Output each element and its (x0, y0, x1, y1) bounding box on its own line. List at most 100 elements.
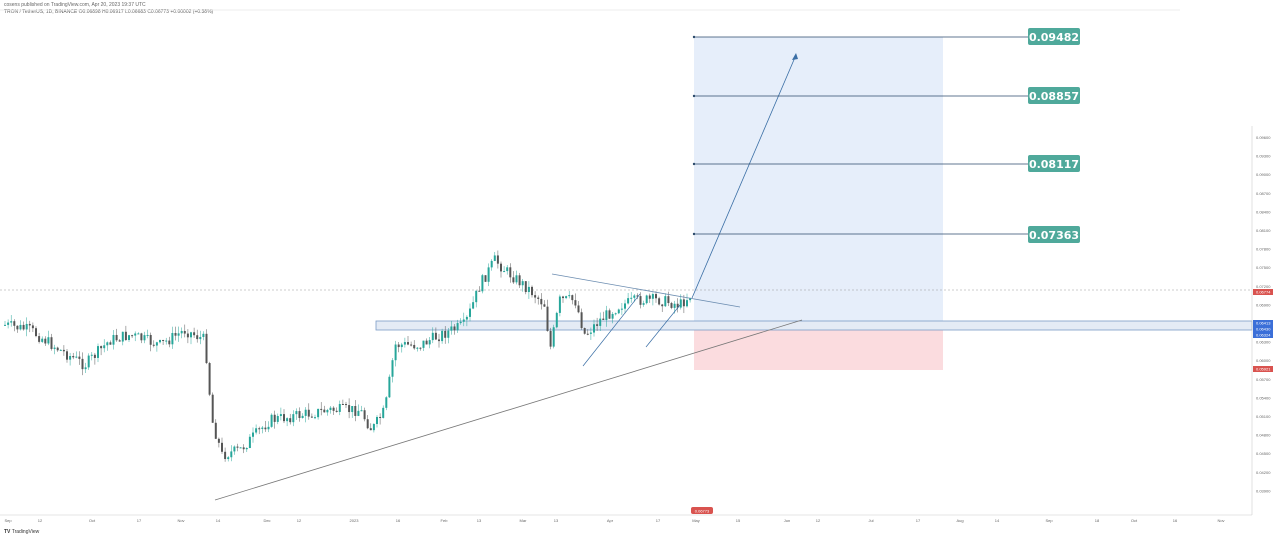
price-label-box (1253, 326, 1273, 332)
candle-body (357, 410, 360, 416)
candle-body (459, 321, 462, 324)
candle-body (596, 324, 599, 326)
candle-body (128, 335, 130, 340)
candle-body (676, 303, 679, 308)
candle-body (317, 408, 320, 418)
candle-body (326, 409, 329, 413)
candle-body (112, 334, 115, 345)
candle-body (19, 324, 22, 330)
candle-body (543, 304, 546, 307)
candle-body (407, 342, 409, 345)
target-label-1: 0.09482 (1029, 31, 1079, 44)
price-label: 0.05921 (1256, 367, 1271, 372)
time-tick: 14 (995, 518, 1000, 523)
price-tick: 0.04200 (1256, 470, 1271, 475)
candle-body (214, 422, 217, 439)
price-tick: 0.09300 (1256, 154, 1271, 159)
time-tick: Mar (520, 518, 528, 523)
candle-body (329, 407, 332, 410)
candle-body (283, 414, 285, 422)
candle-body (56, 347, 59, 351)
candle-body (205, 333, 208, 364)
candle-body (372, 424, 375, 431)
candle-body (562, 296, 564, 299)
candle-body (47, 337, 50, 344)
candle-body (639, 296, 642, 305)
chart-header: cosens published on TradingView.com, Apr… (4, 2, 213, 16)
price-label-box (1253, 332, 1273, 338)
candle-body (673, 303, 676, 308)
tradingview-logo: TV TradingView (4, 529, 39, 535)
candle-body (10, 321, 13, 323)
candle-body (376, 416, 378, 425)
price-tick: 0.05700 (1256, 377, 1271, 382)
candle-body (159, 339, 161, 343)
candle-body (304, 409, 307, 416)
target-label-2: 0.08857 (1029, 90, 1079, 103)
candle-body (648, 295, 651, 299)
target-label-3: 0.08117 (1029, 158, 1079, 171)
projection-arrow-icon (792, 53, 798, 60)
candle-body (462, 319, 465, 322)
price-label-box (1253, 320, 1273, 326)
price-tick: 0.03900 (1256, 488, 1271, 493)
candle-body (521, 281, 524, 286)
candle-body (103, 345, 106, 349)
candle-body (599, 318, 602, 326)
candle-body (211, 394, 214, 423)
candle-body (574, 300, 577, 306)
candle-body (35, 328, 37, 337)
published-line: cosens published on TradingView.com, Apr… (4, 2, 146, 8)
candle-body (419, 347, 422, 349)
candle-body (267, 426, 270, 430)
candle-body (41, 338, 44, 342)
time-tick: Nov (1217, 518, 1224, 523)
candle-body (171, 333, 174, 345)
candle-body (69, 356, 72, 360)
candle-body (100, 346, 103, 349)
candle-body (16, 325, 19, 330)
candle-body (425, 340, 428, 345)
candle-body (13, 321, 16, 326)
candle-body (527, 286, 530, 293)
candle-body (239, 447, 242, 449)
candle-body (565, 296, 568, 299)
time-tick: Jul (868, 518, 873, 523)
price-tick: 0.06900 (1256, 302, 1271, 307)
candle-body (31, 325, 34, 329)
candle-body (78, 356, 81, 359)
price-tick: 0.04500 (1256, 451, 1271, 456)
candle-body (44, 338, 47, 344)
candle-body (568, 295, 571, 297)
candle-body (469, 308, 471, 317)
candle-body (255, 428, 258, 433)
candle-body (140, 333, 143, 341)
candle-body (193, 332, 196, 336)
candle-body (642, 303, 645, 305)
time-tick: Oct (89, 518, 96, 523)
time-tick: Jun (784, 518, 790, 523)
candle-body (115, 334, 118, 341)
candle-body (118, 340, 121, 342)
target-box-3 (1028, 155, 1080, 172)
candle-body (552, 327, 555, 347)
descending-trend-line (551, 273, 741, 308)
candle-body (224, 451, 227, 460)
candle-body (472, 302, 475, 309)
candle-body (686, 300, 688, 307)
candle-body (121, 331, 124, 342)
candle-body (465, 316, 468, 320)
candle-body (571, 295, 574, 301)
candle-body (81, 358, 84, 370)
candle-body (397, 344, 400, 348)
candle-body (379, 416, 382, 418)
candle-body (608, 310, 611, 319)
candle-body (624, 303, 626, 309)
candle-body (292, 414, 295, 423)
candle-body (202, 333, 205, 337)
candle-body (97, 346, 99, 358)
price-tick: 0.08700 (1256, 191, 1271, 196)
candle-body (602, 318, 605, 320)
